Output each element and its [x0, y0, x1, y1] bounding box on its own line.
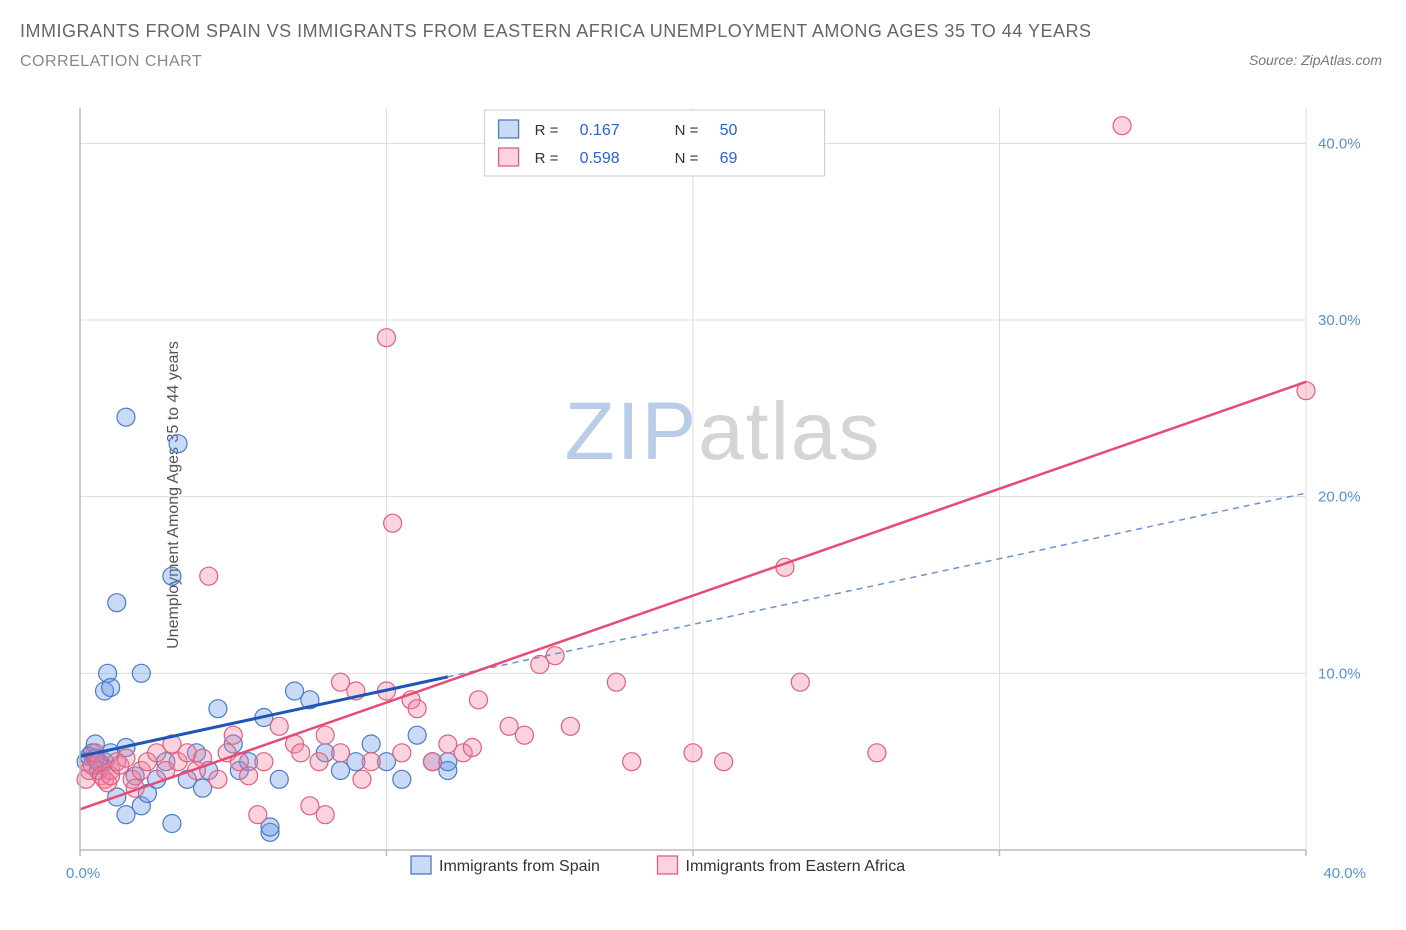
svg-text:N =: N = [675, 122, 699, 139]
svg-text:0.598: 0.598 [580, 150, 620, 167]
svg-text:40.0%: 40.0% [1318, 135, 1361, 152]
svg-text:30.0%: 30.0% [1318, 312, 1361, 329]
data-point [224, 726, 242, 744]
data-point [684, 744, 702, 762]
source-attribution: Source: ZipAtlas.com [1249, 52, 1382, 68]
svg-text:50: 50 [720, 122, 738, 139]
data-point [316, 726, 334, 744]
data-point [561, 717, 579, 735]
data-point [117, 749, 135, 767]
data-point [515, 726, 533, 744]
scatter-points [77, 117, 1315, 842]
data-point [868, 744, 886, 762]
data-point [623, 753, 641, 771]
data-point [209, 700, 227, 718]
data-point [200, 567, 218, 585]
legend-label: Immigrants from Spain [439, 858, 600, 875]
data-point [378, 329, 396, 347]
svg-text:R =: R = [535, 150, 559, 167]
data-point [316, 806, 334, 824]
svg-text:40.0%: 40.0% [1323, 865, 1366, 882]
data-point [463, 739, 481, 757]
data-point [408, 726, 426, 744]
data-point [292, 744, 310, 762]
source-value: ZipAtlas.com [1301, 52, 1382, 68]
svg-text:N =: N = [675, 150, 699, 167]
chart-subtitle: CORRELATION CHART [20, 53, 1386, 71]
data-point [163, 815, 181, 833]
data-point [169, 435, 187, 453]
data-point [353, 770, 371, 788]
svg-text:0.167: 0.167 [580, 122, 620, 139]
trend-line-extrapolated [448, 493, 1306, 677]
data-point [393, 770, 411, 788]
chart-title: IMMIGRANTS FROM SPAIN VS IMMIGRANTS FROM… [20, 18, 1386, 45]
data-point [132, 664, 150, 682]
data-point [332, 744, 350, 762]
legend-swatch [411, 856, 431, 874]
svg-text:20.0%: 20.0% [1318, 489, 1361, 506]
legend-label: Immigrants from Eastern Africa [686, 858, 906, 875]
data-point [117, 408, 135, 426]
data-point [362, 735, 380, 753]
data-point [1113, 117, 1131, 135]
title-block: IMMIGRANTS FROM SPAIN VS IMMIGRANTS FROM… [0, 0, 1406, 71]
data-point [362, 753, 380, 771]
data-point [715, 753, 733, 771]
data-point [255, 753, 273, 771]
data-point [270, 770, 288, 788]
data-point [791, 673, 809, 691]
data-point [163, 567, 181, 585]
data-point [393, 744, 411, 762]
svg-text:0.0%: 0.0% [66, 865, 100, 882]
data-point [310, 753, 328, 771]
gridlines [80, 108, 1306, 850]
data-point [240, 767, 258, 785]
legend-swatch [658, 856, 678, 874]
data-point [209, 770, 227, 788]
scatter-plot: 10.0% 20.0% 30.0% 40.0% 0.0% 40.0% R = 0.167 N… [60, 100, 1386, 890]
legend-swatch [499, 120, 519, 138]
data-point [270, 717, 288, 735]
chart-area: Unemployment Among Ages 35 to 44 years Z… [60, 100, 1386, 890]
bottom-legend: Immigrants from Spain Immigrants from Eas… [411, 856, 905, 875]
y-tick-labels: 10.0% 20.0% 30.0% 40.0% [1318, 135, 1361, 682]
source-label: Source: [1249, 52, 1297, 68]
data-point [384, 514, 402, 532]
data-point [108, 594, 126, 612]
svg-text:10.0%: 10.0% [1318, 665, 1361, 682]
data-point [408, 700, 426, 718]
data-point [469, 691, 487, 709]
stats-legend: R = 0.167 N = 50 R = 0.598 N = 69 [485, 110, 825, 176]
svg-text:69: 69 [720, 150, 738, 167]
data-point [249, 806, 267, 824]
data-point [102, 678, 120, 696]
svg-text:R =: R = [535, 122, 559, 139]
data-point [423, 753, 441, 771]
data-point [607, 673, 625, 691]
legend-swatch [499, 148, 519, 166]
